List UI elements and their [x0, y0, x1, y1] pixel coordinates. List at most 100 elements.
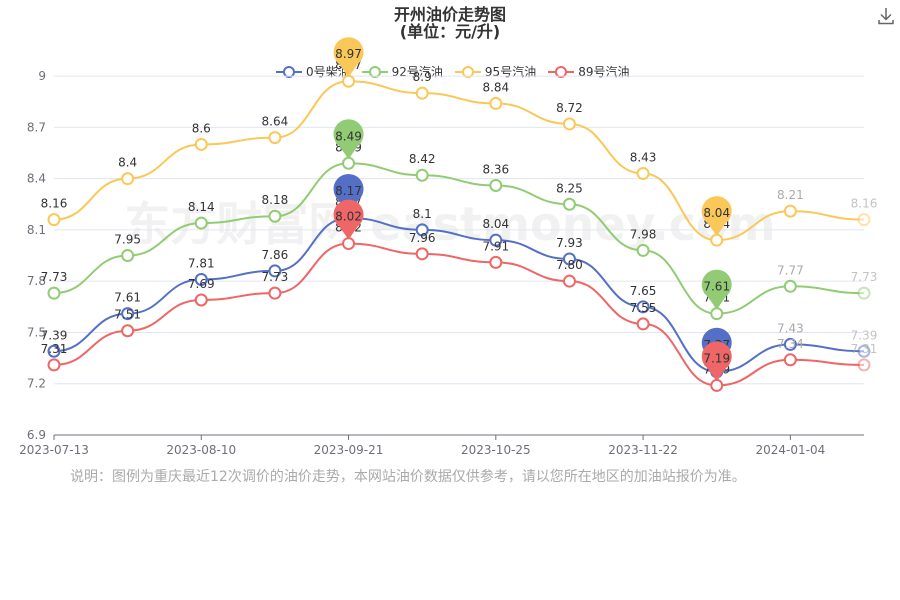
- data-point: [636, 243, 650, 257]
- data-label: 8.16: [41, 197, 68, 211]
- data-label: 7.69: [188, 277, 215, 291]
- data-point: [47, 344, 61, 358]
- data-label: 7.65: [630, 284, 657, 298]
- data-point: [268, 264, 282, 278]
- data-point: [268, 209, 282, 223]
- data-label: 7.93: [556, 236, 583, 250]
- data-point: [562, 252, 576, 266]
- y-tick-label: 9: [38, 69, 46, 83]
- y-tick-label: 8.1: [27, 223, 46, 237]
- data-point: [415, 247, 429, 261]
- data-label: 8.21: [777, 188, 804, 202]
- x-tick-label: 2023-08-10: [166, 443, 236, 457]
- data-point: [194, 137, 208, 151]
- legend-item-3[interactable]: 89号汽油: [548, 63, 629, 80]
- y-tick-label: 6.9: [27, 428, 46, 442]
- legend-label: 0号柴油: [306, 65, 350, 79]
- extreme-label: 8.49: [335, 129, 362, 143]
- data-point: [415, 86, 429, 100]
- data-point: [121, 249, 135, 263]
- data-label: 8.6: [192, 121, 211, 135]
- y-tick-label: 8.4: [27, 172, 46, 186]
- data-label: 7.61: [114, 291, 141, 305]
- data-point: [268, 131, 282, 145]
- chart-note: 说明：图例为重庆最近12次调价的油价走势，本网站油价数据仅供参考，请以您所在地区…: [70, 469, 746, 485]
- data-label: 8.72: [556, 101, 583, 115]
- data-label: 7.81: [188, 256, 215, 270]
- y-tick-label: 8.7: [27, 120, 46, 134]
- chart-subtitle: (单位：元/升): [399, 22, 501, 41]
- data-label: 8.9: [413, 70, 432, 84]
- extreme-pin: [701, 196, 732, 237]
- data-label: 7.73: [262, 270, 289, 284]
- extreme-pin: [701, 269, 732, 310]
- data-point: [636, 167, 650, 181]
- data-label: 7.95: [114, 233, 141, 247]
- data-point: [121, 307, 135, 321]
- chart-legend: 0号柴油 92号汽油 95号汽油 89号汽油: [276, 63, 629, 80]
- data-label: 8.04: [482, 217, 509, 231]
- data-point: [857, 213, 871, 227]
- data-point: [415, 168, 429, 182]
- data-point: [342, 74, 356, 88]
- extreme-label: 8.02: [335, 210, 362, 224]
- extreme-pin: [701, 341, 732, 382]
- extreme-label: 8.04: [703, 206, 730, 220]
- data-point: [121, 324, 135, 338]
- data-label: 7.31: [41, 342, 68, 356]
- data-label: 7.73: [851, 270, 878, 284]
- extreme-label: 7.61: [703, 280, 730, 294]
- legend-label: 89号汽油: [578, 65, 630, 79]
- legend-marker-icon: [548, 65, 575, 78]
- data-point: [194, 216, 208, 230]
- data-label: 7.31: [851, 342, 878, 356]
- data-label: 8.14: [188, 200, 215, 214]
- extreme-label: 7.19: [703, 351, 730, 365]
- data-point: [342, 156, 356, 170]
- data-point: [710, 307, 724, 321]
- legend-marker-icon: [361, 65, 388, 78]
- data-point: [489, 178, 503, 192]
- data-label: 8.16: [851, 197, 878, 211]
- data-label: 7.77: [777, 263, 804, 277]
- chart-title: 开州油价走势图: [393, 5, 506, 24]
- watermark: 东方财富网 eastmoney.com: [124, 197, 775, 251]
- y-tick-label: 7.5: [27, 325, 46, 339]
- data-label: 7.51: [114, 308, 141, 322]
- data-point: [857, 286, 871, 300]
- data-label: 7.34: [777, 337, 804, 351]
- data-label: 8.18: [262, 193, 289, 207]
- data-point: [342, 237, 356, 251]
- data-label: 8.64: [262, 115, 289, 129]
- x-tick-label: 2023-11-22: [608, 443, 678, 457]
- data-label: 7.96: [409, 231, 436, 245]
- data-point: [489, 96, 503, 110]
- data-point: [268, 286, 282, 300]
- data-label: 8.25: [556, 181, 583, 195]
- y-tick-label: 7.2: [27, 377, 46, 391]
- extreme-pin: [333, 119, 364, 160]
- data-point: [47, 358, 61, 372]
- data-label: 7.43: [777, 321, 804, 335]
- data-point: [857, 358, 871, 372]
- data-label: 7.91: [482, 239, 509, 253]
- download-icon[interactable]: [876, 6, 896, 26]
- data-point: [783, 279, 797, 293]
- data-label: 7.39: [41, 328, 68, 342]
- data-point: [783, 337, 797, 351]
- series-line-3: [53, 242, 865, 387]
- y-tick-label: 7.8: [27, 274, 46, 288]
- extreme-label: 8.97: [335, 47, 362, 61]
- data-label: 8.36: [482, 162, 509, 176]
- x-tick-label: 2023-07-13: [19, 443, 89, 457]
- data-label: 7.55: [630, 301, 657, 315]
- data-point: [489, 255, 503, 269]
- data-point: [47, 286, 61, 300]
- data-label: 7.39: [851, 328, 878, 342]
- legend-item-1[interactable]: 92号汽油: [361, 63, 443, 80]
- data-point: [415, 223, 429, 237]
- data-label: 7.80: [556, 258, 583, 272]
- data-point: [562, 117, 576, 131]
- data-point: [636, 317, 650, 331]
- data-label: 8.4: [118, 156, 137, 170]
